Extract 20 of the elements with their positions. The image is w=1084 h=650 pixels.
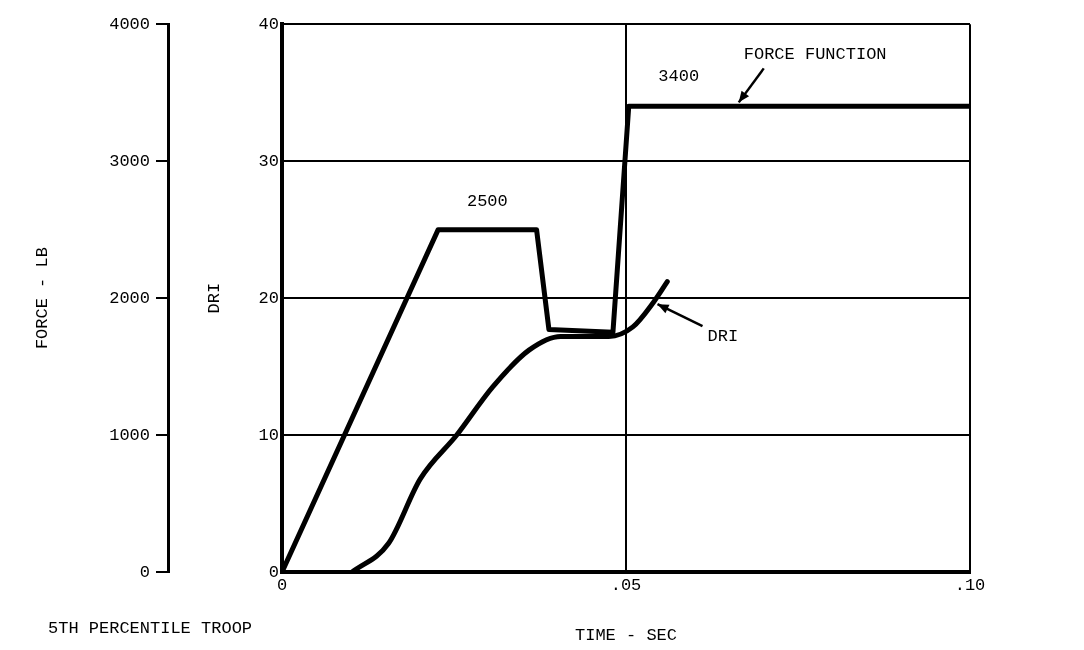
- y2-tick-label: 3000: [109, 151, 150, 171]
- x-axis-title: TIME - SEC: [574, 626, 678, 646]
- y2-tick-label: 0: [139, 562, 150, 582]
- annotation: 2500: [466, 192, 508, 212]
- text: 5TH PERCENTILE TROOP: [48, 618, 253, 638]
- y-tick-label: 0: [268, 562, 279, 582]
- y-axis-title: DRI: [204, 282, 224, 314]
- annotation: 3400: [658, 66, 700, 86]
- y2-axis-title: FORCE - LB: [32, 247, 52, 350]
- text: DRI: [707, 326, 739, 346]
- y-tick-label: 40: [258, 14, 279, 34]
- x-tick-label: .05: [610, 575, 642, 595]
- y-tick-label: 30: [258, 151, 279, 171]
- y-tick-label: 20: [258, 288, 279, 308]
- x-tick-label: .10: [954, 575, 986, 595]
- y2-tick-label: 4000: [109, 14, 150, 34]
- y2-tick-label: 2000: [109, 288, 150, 308]
- y2-tick-label: 1000: [109, 425, 150, 445]
- y-tick-label: 10: [258, 425, 279, 445]
- text: FORCE FUNCTION: [743, 44, 887, 64]
